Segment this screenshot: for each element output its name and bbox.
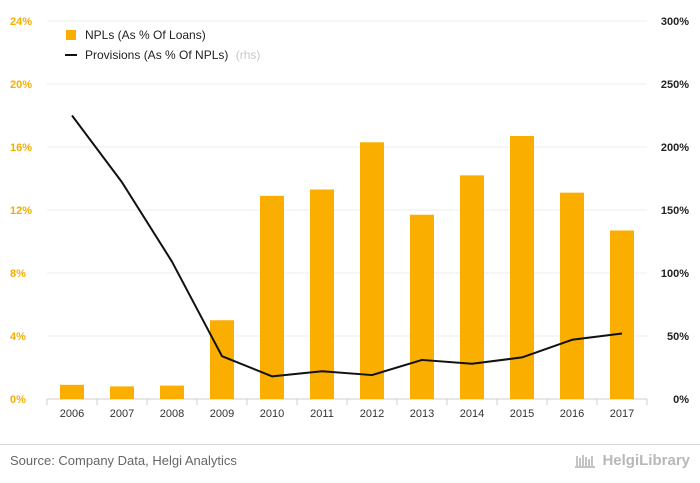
bar-npl xyxy=(60,384,84,399)
x-axis-tick-label: 2017 xyxy=(610,408,634,420)
x-axis-tick-label: 2011 xyxy=(310,408,334,420)
x-axis-tick-label: 2012 xyxy=(360,408,384,420)
legend-label-npl: NPLs (As % Of Loans) xyxy=(85,28,206,42)
right-axis-tick-label: 100% xyxy=(661,268,689,280)
source-note: Source: Company Data, Helgi Analytics xyxy=(10,453,237,468)
x-axis-tick-label: 2013 xyxy=(410,408,434,420)
right-axis-tick-label: 50% xyxy=(667,331,689,343)
right-axis-tick-label: 0% xyxy=(673,394,689,406)
right-axis-ticks: 0% 50% 100% 150% 200% 250% 300% xyxy=(661,16,689,406)
x-axis-tick-label: 2009 xyxy=(210,408,234,420)
left-axis-tick-label: 8% xyxy=(10,268,26,280)
bar-npl xyxy=(610,230,634,399)
line-series xyxy=(71,114,623,378)
right-axis-tick-label: 200% xyxy=(661,142,689,154)
x-axis-tick-label: 2008 xyxy=(160,408,184,420)
right-axis-tick-label: 300% xyxy=(661,16,689,28)
brand-name: HelgiLibrary xyxy=(602,452,690,469)
right-axis-tick-label: 250% xyxy=(661,79,689,91)
legend-swatch-npl xyxy=(66,30,76,40)
x-axis-tick-label: 2016 xyxy=(560,408,584,420)
library-icon xyxy=(575,454,596,468)
left-axis-tick-label: 24% xyxy=(10,16,32,28)
bar-series xyxy=(60,135,634,399)
bar-npl xyxy=(310,189,334,399)
line-provisions xyxy=(71,114,623,378)
left-axis-ticks: 0% 4% 8% 12% 16% 20% 24% xyxy=(10,16,32,406)
bar-npl xyxy=(260,195,284,399)
x-axis-tick-label: 2006 xyxy=(60,408,84,420)
gridlines xyxy=(46,20,648,405)
footer: Source: Company Data, Helgi Analytics He… xyxy=(0,444,700,483)
x-axis-tick-label: 2014 xyxy=(460,408,484,420)
bar-npl xyxy=(460,175,484,399)
x-axis-tick-label: 2015 xyxy=(510,408,534,420)
legend-label-provisions: Provisions (As % Of NPLs) (rhs) xyxy=(85,48,260,62)
x-axis-tick-label: 2007 xyxy=(110,408,134,420)
bar-npl xyxy=(160,385,184,399)
left-axis-tick-label: 4% xyxy=(10,331,26,343)
brand-logo: HelgiLibrary xyxy=(575,452,690,469)
left-axis-tick-label: 16% xyxy=(10,142,32,154)
bar-npl xyxy=(510,135,534,399)
bar-npl xyxy=(410,214,434,399)
legend: NPLs (As % Of Loans) Provisions (As % Of… xyxy=(65,28,260,62)
left-axis-tick-label: 0% xyxy=(10,394,26,406)
bar-npl xyxy=(560,192,584,399)
chart: 2006 2007 2008 2009 2010 2011 2012 2013 2014 2015… xyxy=(10,16,689,420)
right-axis-tick-label: 150% xyxy=(661,205,689,217)
x-axis-tick-label: 2010 xyxy=(260,408,284,420)
x-axis-ticks: 2006 2007 2008 2009 2010 2011 2012 2013 2014 2015… xyxy=(60,408,634,420)
bar-npl xyxy=(360,142,384,399)
left-axis-tick-label: 20% xyxy=(10,79,32,91)
bar-npl xyxy=(110,386,134,399)
left-axis-tick-label: 12% xyxy=(10,205,32,217)
